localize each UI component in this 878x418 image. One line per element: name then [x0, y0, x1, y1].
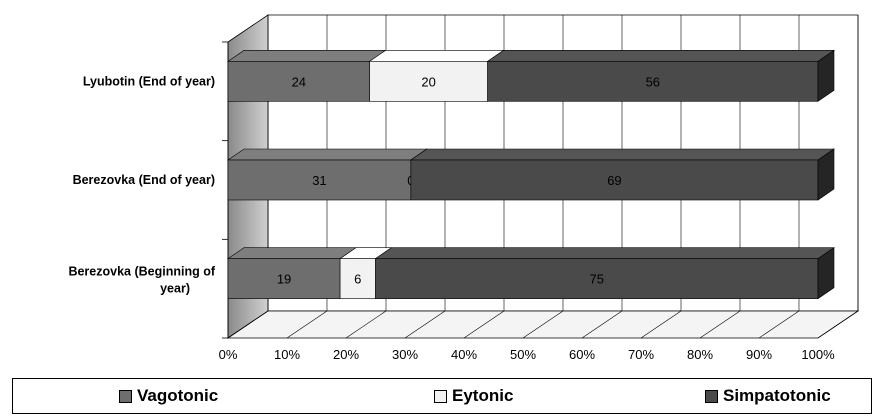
data-label: 6: [354, 272, 361, 287]
bar-top: [486, 50, 835, 62]
floor-gridline: [345, 310, 387, 339]
floor-gridline: [286, 310, 328, 339]
data-label: 75: [590, 272, 604, 287]
bar-segment-simpatotonic: 69: [409, 148, 835, 201]
bar-top: [374, 247, 835, 259]
bar-front: [369, 61, 488, 102]
x-tick-label: 100%: [801, 347, 835, 362]
x-tick-label: 80%: [687, 347, 713, 362]
bar-top: [227, 247, 358, 259]
x-tick-label: 70%: [628, 347, 654, 362]
data-label: 31: [312, 173, 326, 188]
category-label: Lyubotin (End of year): [83, 74, 215, 88]
legend-item-vagotonic: Vagotonic: [119, 386, 218, 406]
legend-item-simpatotonic: Simpatotonic: [705, 386, 831, 406]
floor-gridline: [522, 310, 564, 339]
legend-swatch-vagotonic: [119, 389, 132, 403]
bar-segment-simpatotonic: 75: [374, 247, 835, 299]
x-tick-label: 40%: [451, 347, 477, 362]
legend: Vagotonic Eytonic Simpatotonic: [12, 378, 872, 414]
bar-end-cap: [817, 49, 835, 102]
bar-top: [227, 50, 387, 62]
bar-segment-eytonic: 6: [339, 247, 393, 299]
bar-segment-eytonic: 20: [368, 50, 505, 102]
legend-swatch-eytonic: [434, 389, 447, 403]
floor-gridline: [404, 310, 446, 339]
legend-item-eytonic: Eytonic: [434, 386, 513, 406]
legend-label-eytonic: Eytonic: [452, 386, 514, 405]
x-tick-label: 0%: [219, 347, 238, 362]
bar-front: [375, 258, 819, 299]
bar-front: [227, 61, 370, 102]
category-label: Berezovka (Beginning of year): [68, 265, 215, 296]
bar-front: [410, 159, 819, 201]
floor-gridline: [581, 310, 623, 339]
bar-front: [227, 159, 412, 201]
bar-front: [339, 258, 376, 299]
legend-swatch-simpatotonic: [705, 389, 718, 403]
bar-front: [487, 61, 819, 102]
data-label: 56: [646, 74, 660, 89]
bar-top: [227, 148, 428, 161]
data-label: 19: [277, 272, 291, 287]
bar-front: [227, 258, 341, 299]
bar-segment-vagotonic: 19: [227, 247, 358, 299]
bar-top: [409, 148, 835, 161]
data-label: 20: [421, 74, 435, 89]
x-tick-label: 60%: [569, 347, 595, 362]
category-label: Berezovka (End of year): [73, 173, 215, 187]
bar-top: [368, 50, 505, 62]
data-label: 24: [292, 74, 306, 89]
x-tick-label: 90%: [746, 347, 772, 362]
legend-label-vagotonic: Vagotonic: [137, 386, 219, 405]
data-label: 69: [607, 173, 621, 188]
floor-gridline: [817, 310, 859, 339]
bar-end-cap: [817, 247, 835, 300]
category-labels: Lyubotin (End of year) Berezovka (End of …: [68, 74, 215, 295]
x-tick-label: 10%: [274, 347, 300, 362]
stacked-bar-chart: 2420563106919675 0%10%20%30%40%50%60%70%…: [68, 14, 860, 362]
x-tick-label: 20%: [333, 347, 359, 362]
x-tick-labels: 0% 10% 20% 30% 40% 50% 60% 70% 80% 90% 100%: [219, 347, 835, 362]
floor-gridline: [699, 310, 741, 339]
bar-segment-vagotonic: 24: [227, 50, 387, 102]
x-tick-label: 50%: [510, 347, 536, 362]
bar-segment-simpatotonic: 56: [486, 50, 835, 102]
x-tick-label: 30%: [392, 347, 418, 362]
bars: 2420563106919675: [227, 49, 835, 300]
bar-segment-vagotonic: 31: [227, 148, 428, 201]
floor-gridline: [758, 310, 800, 339]
bar-end-cap: [817, 148, 835, 201]
legend-label-simpatotonic: Simpatotonic: [723, 386, 831, 405]
floor-gridline: [227, 310, 269, 339]
floor-gridline: [463, 310, 505, 339]
floor-gridline: [640, 310, 682, 339]
